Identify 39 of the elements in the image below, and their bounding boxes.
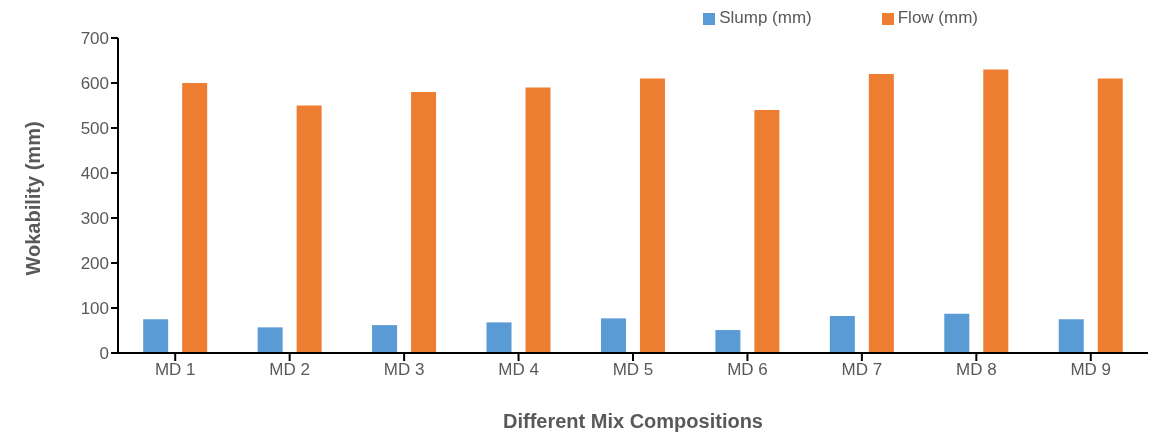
- bar: [296, 105, 322, 353]
- bar: [754, 110, 780, 353]
- bar: [639, 78, 665, 353]
- y-tick-label: 500: [80, 119, 109, 139]
- x-tick-label: MD 6: [727, 360, 768, 380]
- bar: [372, 325, 398, 353]
- x-tick-label: MD 8: [956, 360, 997, 380]
- bar: [486, 322, 512, 353]
- y-tick-label: 0: [99, 344, 109, 364]
- x-tick-label: MD 5: [612, 360, 654, 380]
- y-axis-title: Wokability (mm): [22, 121, 45, 276]
- x-tick-label: MD 1: [154, 360, 196, 380]
- bar: [715, 330, 741, 353]
- bar: [829, 316, 855, 353]
- bar: [1058, 319, 1084, 353]
- x-tick-label: MD 3: [383, 360, 425, 380]
- bar: [1097, 78, 1123, 353]
- bar: [600, 318, 626, 353]
- x-tick-label: MD 2: [269, 360, 310, 380]
- bar: [411, 92, 437, 353]
- legend-label: Slump (mm): [719, 8, 812, 27]
- legend-label: Flow (mm): [897, 8, 978, 27]
- bar: [525, 87, 551, 353]
- y-tick-label: 200: [80, 254, 109, 274]
- x-tick-label: MD 4: [498, 360, 539, 380]
- bar: [257, 327, 283, 353]
- y-tick-label: 400: [80, 164, 109, 184]
- y-tick-label: 100: [80, 299, 109, 319]
- bar: [983, 69, 1009, 353]
- y-tick-label: 300: [80, 209, 109, 229]
- x-tick-label: MD 7: [841, 360, 883, 380]
- bar: [182, 83, 208, 353]
- bar: [143, 319, 169, 353]
- y-tick-label: 600: [80, 74, 109, 94]
- bar: [944, 313, 970, 353]
- bar: [868, 74, 894, 353]
- x-axis-title: Different Mix Compositions: [502, 410, 764, 432]
- x-tick-label: MD 9: [1070, 360, 1112, 380]
- y-tick-label: 700: [80, 29, 109, 49]
